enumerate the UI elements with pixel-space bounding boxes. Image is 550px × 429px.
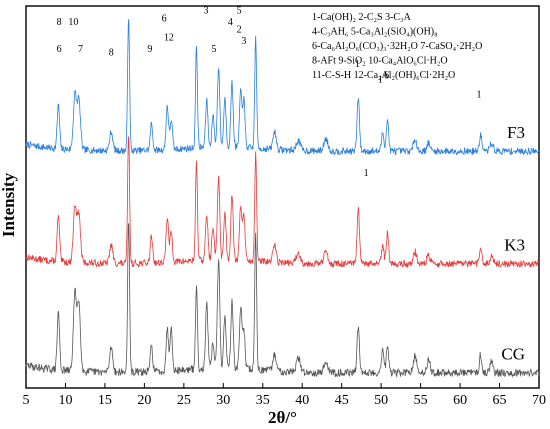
peak-annotation: 7: [78, 44, 83, 55]
phase-legend: 1-Ca(OH)₂ 2-C₂S 3-C₃A 4-C₃AH₆ 5-Ca₃Al₂(Si…: [312, 12, 482, 81]
peak-annotation: 2: [169, 32, 174, 43]
peak-annotation-layer: 861078196121351124523311611: [57, 0, 482, 179]
x-tick-label: 55: [414, 393, 428, 408]
peak-annotation: 4: [228, 17, 233, 28]
peak-annotation: 2: [237, 25, 242, 36]
peak-annotation: 1: [378, 74, 383, 85]
series-line-k3: [25, 136, 540, 269]
x-tick-label: 45: [335, 393, 349, 408]
peak-annotation: 1: [364, 168, 369, 179]
peak-annotation: 6: [57, 44, 62, 55]
x-tick-label: 50: [374, 393, 388, 408]
peak-annotation: 3: [203, 6, 208, 17]
peak-annotation: 2: [218, 0, 223, 1]
x-tick-label: 20: [137, 393, 151, 408]
peak-annotation: 3: [241, 36, 246, 47]
legend-line: 11-C-S-H 12-Ca₂Al₂(OH)₆Cl·2H₂O: [312, 70, 455, 81]
series-line-cg: [25, 223, 540, 378]
legend-line: 1-Ca(OH)₂ 2-C₂S 3-C₃A: [312, 12, 412, 23]
legend-line: 8-AFt 9-SiO₂ 10-Ca₄AlO₆Cl·H₂O: [312, 56, 448, 67]
peak-annotation: 1: [477, 90, 482, 101]
peak-annotation: 8: [57, 17, 62, 28]
plot-frame: [25, 5, 540, 389]
x-tick-label: 30: [216, 393, 230, 408]
peak-annotation: 6: [384, 71, 389, 82]
x-axis-ticks: 5 10 15 20 25 30 35 40 45 50 55 60 65 70: [23, 383, 546, 408]
x-tick-label: 65: [493, 393, 507, 408]
peak-annotation: 9: [147, 44, 152, 55]
peak-annotation: 1: [355, 59, 360, 70]
peak-annotation: 8: [109, 48, 114, 59]
legend-line: 6-Ca₆Al₂O₆(CO₃)₃·32H₂O 7-CaSO₄·2H₂O: [312, 41, 482, 52]
series-label-f3: F3: [507, 123, 525, 142]
x-tick-label: 15: [98, 393, 112, 408]
peak-annotation: 1: [164, 32, 169, 43]
y-axis-title: Intensity: [0, 172, 18, 237]
series-layer: [25, 19, 540, 378]
x-tick-label: 5: [23, 393, 30, 408]
peak-annotation: 5: [237, 6, 242, 17]
series-label-layer: F3 K3 CG: [501, 123, 525, 364]
x-tick-label: 40: [295, 393, 309, 408]
peak-annotation: 10: [68, 17, 78, 28]
x-tick-label: 25: [177, 393, 191, 408]
legend-line: 4-C₃AH₆ 5-Ca₃Al₂(SiO₄)(OH)₈: [312, 27, 438, 38]
x-tick-label: 35: [256, 393, 270, 408]
peak-annotation: 5: [211, 44, 216, 55]
x-axis-title: 2θ/°: [268, 408, 297, 427]
x-tick-label: 60: [453, 393, 467, 408]
x-tick-label: 10: [58, 393, 72, 408]
peak-annotation: 6: [162, 13, 167, 24]
series-label-cg: CG: [501, 344, 525, 363]
series-label-k3: K3: [504, 235, 525, 254]
x-tick-label: 70: [532, 393, 546, 408]
series-line-f3: [25, 19, 540, 156]
